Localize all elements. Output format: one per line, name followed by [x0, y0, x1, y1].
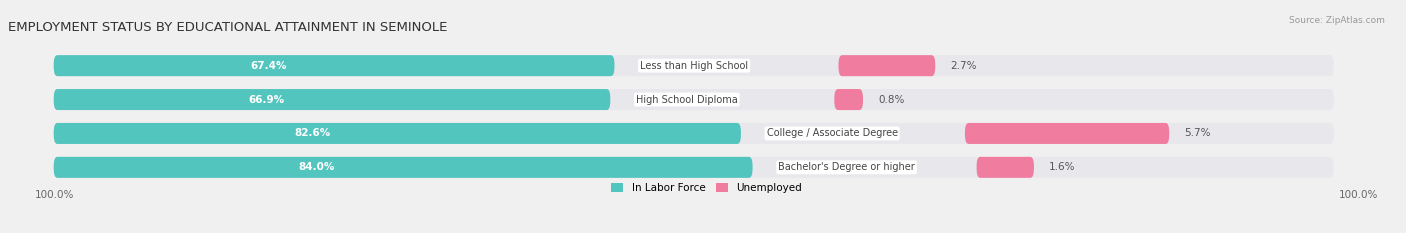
FancyBboxPatch shape [965, 123, 1170, 144]
FancyBboxPatch shape [53, 89, 1334, 110]
Text: 2.7%: 2.7% [950, 61, 977, 71]
FancyBboxPatch shape [53, 157, 1334, 178]
Text: 0.8%: 0.8% [879, 95, 904, 105]
FancyBboxPatch shape [53, 123, 1334, 144]
Text: College / Associate Degree: College / Associate Degree [766, 128, 897, 138]
Text: Bachelor's Degree or higher: Bachelor's Degree or higher [778, 162, 915, 172]
Text: 66.9%: 66.9% [249, 95, 284, 105]
Text: 67.4%: 67.4% [250, 61, 287, 71]
Text: 5.7%: 5.7% [1185, 128, 1211, 138]
FancyBboxPatch shape [834, 89, 863, 110]
FancyBboxPatch shape [53, 55, 614, 76]
FancyBboxPatch shape [53, 123, 741, 144]
Legend: In Labor Force, Unemployed: In Labor Force, Unemployed [610, 183, 803, 193]
Text: 82.6%: 82.6% [294, 128, 330, 138]
Text: Less than High School: Less than High School [640, 61, 748, 71]
Text: 100.0%: 100.0% [1339, 190, 1378, 200]
Text: Source: ZipAtlas.com: Source: ZipAtlas.com [1289, 16, 1385, 25]
Text: EMPLOYMENT STATUS BY EDUCATIONAL ATTAINMENT IN SEMINOLE: EMPLOYMENT STATUS BY EDUCATIONAL ATTAINM… [8, 21, 447, 34]
FancyBboxPatch shape [53, 55, 1334, 76]
FancyBboxPatch shape [53, 89, 610, 110]
Text: 100.0%: 100.0% [35, 190, 75, 200]
FancyBboxPatch shape [53, 157, 752, 178]
FancyBboxPatch shape [838, 55, 935, 76]
Text: High School Diploma: High School Diploma [636, 95, 738, 105]
Text: 84.0%: 84.0% [298, 162, 335, 172]
FancyBboxPatch shape [977, 157, 1033, 178]
Text: 1.6%: 1.6% [1049, 162, 1076, 172]
